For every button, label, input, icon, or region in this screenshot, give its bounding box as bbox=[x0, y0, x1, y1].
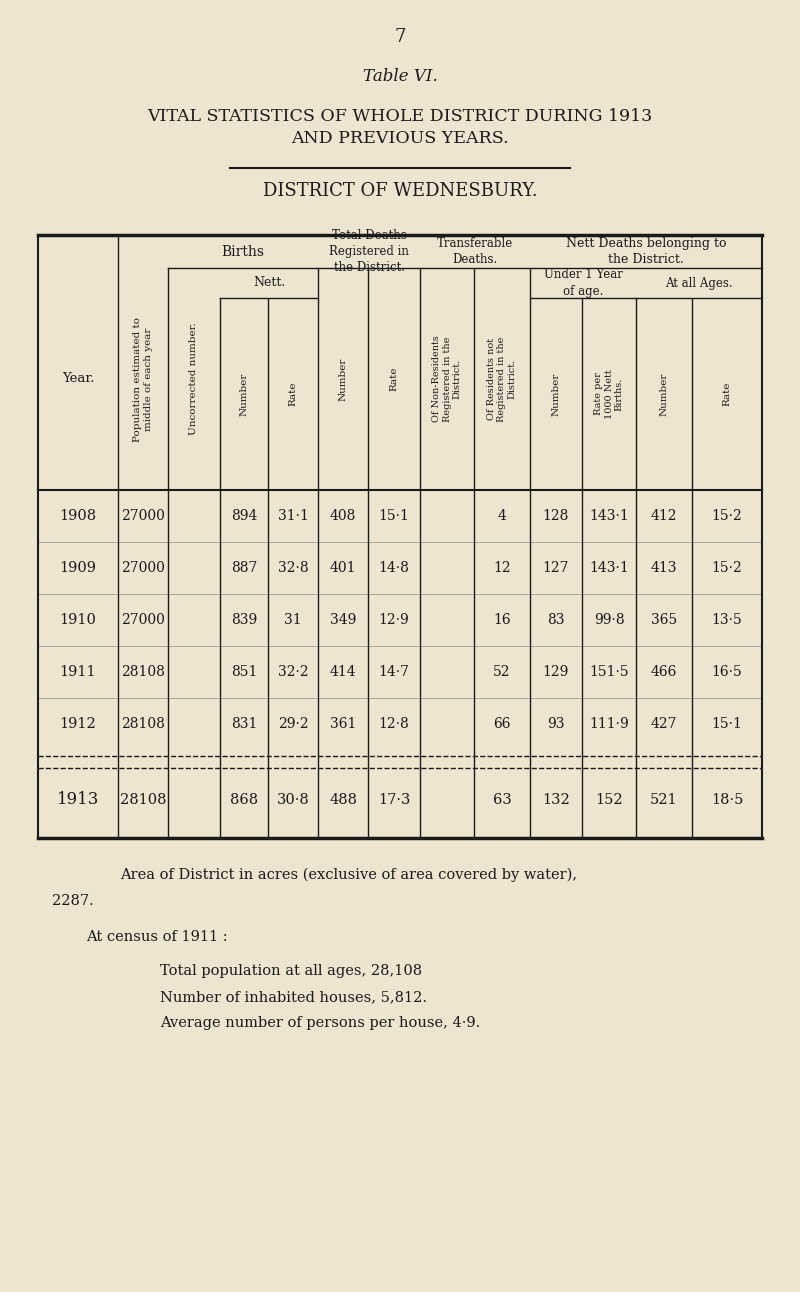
Text: 31·1: 31·1 bbox=[278, 509, 309, 523]
Text: 28108: 28108 bbox=[121, 717, 165, 731]
Text: Rate per
1000 Nett
Births.: Rate per 1000 Nett Births. bbox=[594, 370, 624, 419]
Text: 111·9: 111·9 bbox=[589, 717, 629, 731]
Text: Rate: Rate bbox=[722, 381, 731, 406]
Text: 15·1: 15·1 bbox=[378, 509, 410, 523]
Text: 12: 12 bbox=[493, 561, 511, 575]
Text: Average number of persons per house, 4·9.: Average number of persons per house, 4·9… bbox=[160, 1016, 480, 1030]
Text: 151·5: 151·5 bbox=[589, 665, 629, 680]
Text: 427: 427 bbox=[650, 717, 678, 731]
Text: 14·8: 14·8 bbox=[378, 561, 410, 575]
Text: 129: 129 bbox=[543, 665, 569, 680]
Text: 127: 127 bbox=[542, 561, 570, 575]
Text: 17·3: 17·3 bbox=[378, 793, 410, 808]
Text: VITAL STATISTICS OF WHOLE DISTRICT DURING 1913: VITAL STATISTICS OF WHOLE DISTRICT DURIN… bbox=[147, 109, 653, 125]
Text: 521: 521 bbox=[650, 793, 678, 808]
Text: Rate: Rate bbox=[289, 381, 298, 406]
Text: 4: 4 bbox=[498, 509, 506, 523]
Text: Area of District in acres (exclusive of area covered by water),: Area of District in acres (exclusive of … bbox=[120, 868, 577, 882]
Text: At census of 1911 :: At census of 1911 : bbox=[86, 930, 228, 944]
Text: Number of inhabited houses, 5,812.: Number of inhabited houses, 5,812. bbox=[160, 990, 427, 1004]
Text: 365: 365 bbox=[651, 612, 677, 627]
Text: Number: Number bbox=[338, 358, 347, 401]
Text: 143·1: 143·1 bbox=[589, 561, 629, 575]
Text: Total Deaths
Registered in
the District.: Total Deaths Registered in the District. bbox=[329, 229, 409, 274]
Text: 27000: 27000 bbox=[121, 561, 165, 575]
Text: 30·8: 30·8 bbox=[277, 793, 310, 808]
Text: 413: 413 bbox=[650, 561, 678, 575]
Text: 1912: 1912 bbox=[60, 717, 96, 731]
Text: Rate: Rate bbox=[390, 367, 398, 391]
Text: Of Residents not
Registered in the
District.: Of Residents not Registered in the Distr… bbox=[487, 336, 517, 421]
Text: Of Non-Residents
Registered in the
District.: Of Non-Residents Registered in the Distr… bbox=[432, 336, 462, 422]
Text: 12·9: 12·9 bbox=[378, 612, 410, 627]
Text: 13·5: 13·5 bbox=[712, 612, 742, 627]
Text: 1911: 1911 bbox=[60, 665, 96, 680]
Text: 83: 83 bbox=[547, 612, 565, 627]
Text: 15·2: 15·2 bbox=[712, 561, 742, 575]
Text: 1910: 1910 bbox=[59, 612, 97, 627]
Text: 401: 401 bbox=[330, 561, 356, 575]
Text: 18·5: 18·5 bbox=[711, 793, 743, 808]
Text: 1913: 1913 bbox=[57, 792, 99, 809]
Text: 27000: 27000 bbox=[121, 509, 165, 523]
Text: Total population at all ages, 28,108: Total population at all ages, 28,108 bbox=[160, 964, 422, 978]
Text: Nett.: Nett. bbox=[253, 276, 285, 289]
Text: AND PREVIOUS YEARS.: AND PREVIOUS YEARS. bbox=[291, 130, 509, 147]
Text: Year.: Year. bbox=[62, 372, 94, 385]
Text: 1908: 1908 bbox=[59, 509, 97, 523]
Text: 27000: 27000 bbox=[121, 612, 165, 627]
Text: 868: 868 bbox=[230, 793, 258, 808]
Text: 414: 414 bbox=[330, 665, 356, 680]
Text: 128: 128 bbox=[543, 509, 569, 523]
Text: 28108: 28108 bbox=[120, 793, 166, 808]
Text: 408: 408 bbox=[330, 509, 356, 523]
Text: 32·8: 32·8 bbox=[278, 561, 308, 575]
Text: Population estimated to
middle of each year: Population estimated to middle of each y… bbox=[134, 317, 153, 442]
Text: Births: Births bbox=[222, 244, 265, 258]
Text: 132: 132 bbox=[542, 793, 570, 808]
Text: At all Ages.: At all Ages. bbox=[665, 276, 733, 289]
Text: 143·1: 143·1 bbox=[589, 509, 629, 523]
Text: 152: 152 bbox=[595, 793, 623, 808]
Text: Number: Number bbox=[239, 372, 249, 416]
Text: 831: 831 bbox=[231, 717, 257, 731]
Text: 16: 16 bbox=[493, 612, 511, 627]
Text: Number: Number bbox=[551, 372, 561, 416]
Text: 412: 412 bbox=[650, 509, 678, 523]
Text: 15·1: 15·1 bbox=[711, 717, 742, 731]
Text: 839: 839 bbox=[231, 612, 257, 627]
Text: Number: Number bbox=[659, 372, 669, 416]
Text: 1909: 1909 bbox=[59, 561, 97, 575]
Text: 52: 52 bbox=[494, 665, 510, 680]
Text: 28108: 28108 bbox=[121, 665, 165, 680]
Text: 63: 63 bbox=[493, 793, 511, 808]
Text: 15·2: 15·2 bbox=[712, 509, 742, 523]
Text: 2287.: 2287. bbox=[52, 894, 94, 908]
Text: 349: 349 bbox=[330, 612, 356, 627]
Text: Transferable
Deaths.: Transferable Deaths. bbox=[437, 236, 513, 266]
Text: 66: 66 bbox=[494, 717, 510, 731]
Text: Table VI.: Table VI. bbox=[362, 68, 438, 85]
Text: Nett Deaths belonging to
the District.: Nett Deaths belonging to the District. bbox=[566, 236, 726, 266]
Text: 14·7: 14·7 bbox=[378, 665, 410, 680]
Text: 851: 851 bbox=[231, 665, 257, 680]
Text: 894: 894 bbox=[231, 509, 257, 523]
Text: 93: 93 bbox=[547, 717, 565, 731]
Text: 31: 31 bbox=[284, 612, 302, 627]
Text: 488: 488 bbox=[329, 793, 357, 808]
Text: 12·8: 12·8 bbox=[378, 717, 410, 731]
Text: DISTRICT OF WEDNESBURY.: DISTRICT OF WEDNESBURY. bbox=[262, 182, 538, 200]
Text: 7: 7 bbox=[394, 28, 406, 47]
Text: 887: 887 bbox=[231, 561, 257, 575]
Text: 16·5: 16·5 bbox=[712, 665, 742, 680]
Text: Under 1 Year
of age.: Under 1 Year of age. bbox=[543, 269, 622, 297]
Text: 32·2: 32·2 bbox=[278, 665, 308, 680]
Text: 361: 361 bbox=[330, 717, 356, 731]
Text: 466: 466 bbox=[651, 665, 677, 680]
Text: 99·8: 99·8 bbox=[594, 612, 624, 627]
Text: 29·2: 29·2 bbox=[278, 717, 308, 731]
Text: Uncorrected number.: Uncorrected number. bbox=[190, 323, 198, 435]
